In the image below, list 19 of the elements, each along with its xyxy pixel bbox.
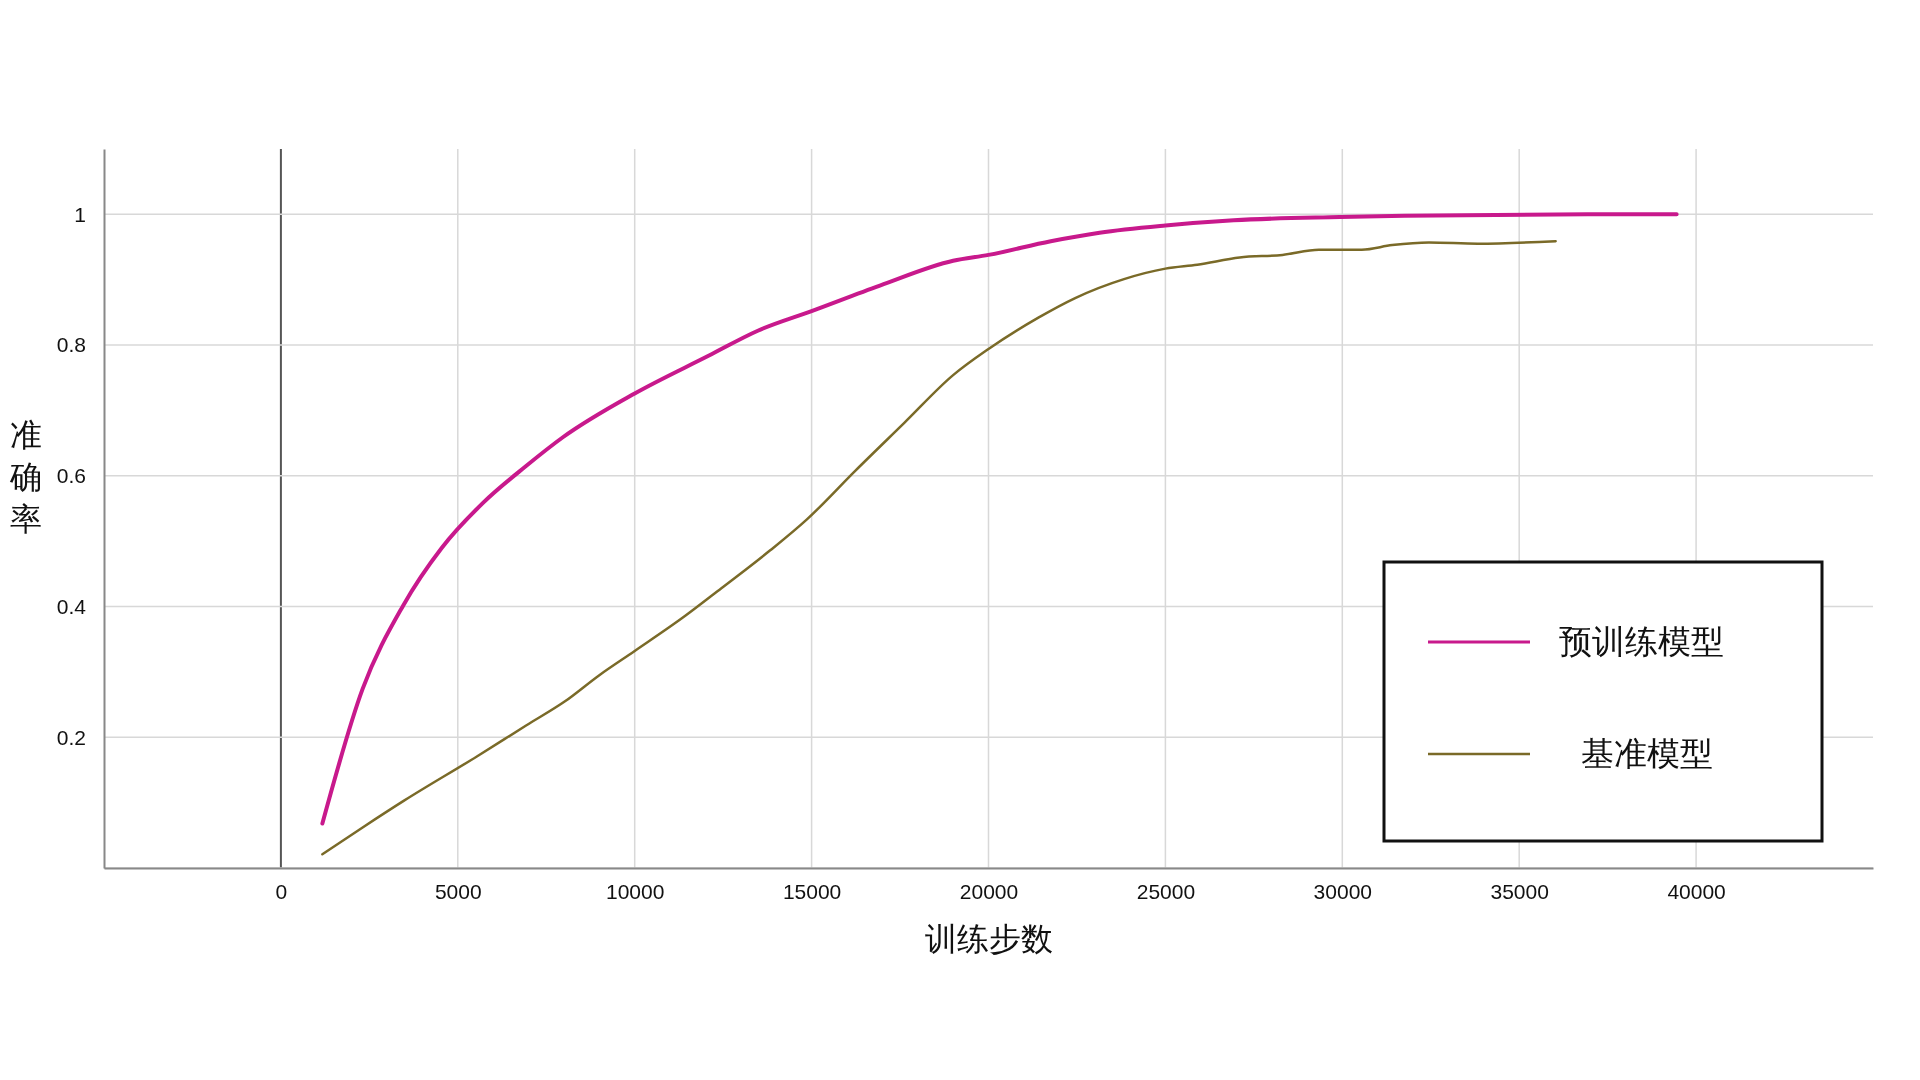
y-tick-label: 0.2 — [56, 725, 86, 749]
x-tick-label: 25000 — [1136, 879, 1196, 903]
x-tick-label: 40000 — [1667, 879, 1726, 903]
y-tick-label: 0.8 — [56, 333, 86, 357]
line-series — [321, 239, 1557, 856]
legend-label: 预训练模型 — [1558, 622, 1724, 661]
x-tick-label: 10000 — [606, 879, 665, 903]
y-tick-label: 0.4 — [56, 594, 87, 618]
legend-label: 基准模型 — [1581, 734, 1713, 773]
x-tick-label: 15000 — [782, 879, 842, 903]
x-tick-label: 20000 — [959, 879, 1019, 903]
x-tick-label: 0 — [275, 879, 288, 903]
x-tick-label: 35000 — [1490, 879, 1549, 903]
y-tick-label: 0.6 — [56, 464, 86, 488]
x-axis-title: 训练步数 — [924, 920, 1053, 958]
y-axis-title: 准确率 — [9, 415, 42, 538]
y-tick-label: 1 — [74, 202, 86, 226]
x-tick-label: 30000 — [1313, 879, 1372, 903]
x-tick-label: 5000 — [434, 879, 482, 903]
